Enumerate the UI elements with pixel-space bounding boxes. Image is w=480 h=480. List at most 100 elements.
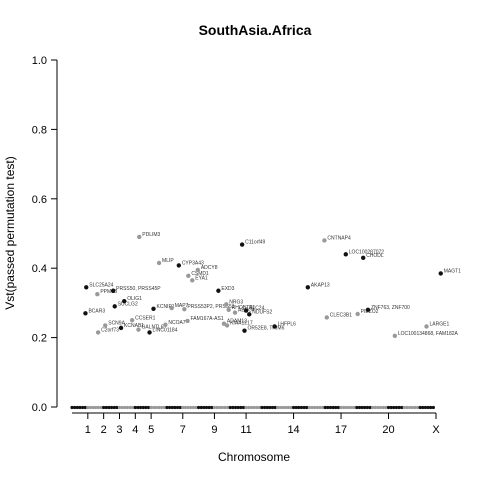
y-axis-label: Vst(passed permutation test) [3, 156, 17, 309]
point-label: CSMD1 [191, 271, 209, 277]
baseline-point [252, 405, 256, 410]
baseline-point [91, 405, 95, 410]
data-point [224, 302, 229, 307]
baseline-point [226, 405, 230, 410]
baseline-point [104, 405, 108, 410]
baseline-point [186, 405, 190, 410]
point-label: LHFPL6 [278, 321, 297, 327]
data-point [424, 324, 429, 329]
baseline-point [355, 405, 359, 410]
point-label: KIAA1217 [230, 320, 253, 326]
baseline-point [215, 405, 219, 410]
data-point [322, 238, 327, 243]
baseline-point [197, 405, 201, 410]
baseline-point [175, 405, 180, 410]
point-label: PPM1B [100, 289, 118, 295]
data-point [239, 242, 245, 247]
x-tick-label: 5 [148, 424, 154, 436]
x-axis-label: Chromosome [218, 450, 290, 464]
point-label: SCN9A [108, 320, 125, 326]
baseline-point [181, 405, 185, 410]
point-label: SLC25A24 [89, 282, 113, 288]
y-tick-label: 0.0 [32, 402, 47, 414]
baseline-point [429, 405, 433, 410]
baseline-point [131, 405, 135, 410]
data-point [242, 328, 247, 333]
data-point [324, 315, 329, 320]
baseline-point [389, 405, 393, 410]
baseline-point [120, 405, 124, 410]
data-point [272, 324, 277, 329]
data-point [365, 307, 371, 313]
baseline-point [204, 405, 209, 410]
baseline-point [328, 405, 333, 410]
point-label: CNTNAP4 [327, 235, 351, 241]
data-point [186, 273, 191, 279]
baseline-point [289, 405, 293, 410]
data-point [110, 288, 116, 293]
baseline-point [107, 405, 111, 410]
baseline-point [125, 405, 129, 410]
baseline-point [352, 405, 356, 410]
baseline-point [394, 405, 399, 410]
y-tick-label: 1.0 [32, 55, 47, 67]
baseline-point [152, 405, 156, 410]
data-point [305, 285, 311, 290]
baseline-point [260, 405, 264, 410]
point-label: MAP7 [175, 303, 189, 309]
baseline-point [426, 405, 430, 410]
x-tick-label: X [432, 424, 440, 436]
x-tick-label: 9 [211, 424, 217, 436]
baseline-point [183, 405, 188, 410]
point-label: BCAR3 [88, 308, 105, 314]
baseline-point [357, 405, 362, 410]
baseline-point [310, 405, 314, 410]
baseline-point [194, 405, 198, 410]
baseline-point [162, 405, 166, 410]
baseline-point [405, 405, 409, 410]
baseline-point [397, 405, 401, 410]
plot-frame [57, 60, 452, 407]
baseline-point [78, 405, 82, 410]
baseline-point [112, 405, 116, 410]
point-label: EXD3 [221, 286, 234, 292]
baseline-point [379, 405, 383, 410]
x-tick-label: 2 [101, 424, 107, 436]
baseline-point [170, 405, 174, 410]
baseline-point [96, 405, 100, 410]
point-label: ADCY8 [201, 265, 218, 271]
x-tick-label: 4 [132, 424, 138, 436]
x-tick-label: 3 [116, 424, 122, 436]
data-point [156, 260, 162, 266]
x-tick-label: 7 [180, 424, 186, 436]
data-point [247, 312, 252, 317]
baseline-point [270, 405, 275, 410]
x-tick-label: 1 [85, 424, 91, 436]
baseline-point [199, 405, 203, 410]
point-label: AKAP13 [311, 282, 330, 288]
point-label: MAGT1 [444, 268, 461, 274]
baseline-point [415, 405, 420, 410]
baseline-point [373, 405, 377, 410]
point-label: KCNIP1 [157, 304, 175, 310]
y-axis: 0.0 0.2 0.4 0.6 0.8 1.0 [32, 55, 58, 414]
point-label: MLIP [162, 258, 174, 264]
baseline-point [344, 405, 348, 410]
baseline-point [144, 405, 148, 410]
baseline-point [307, 405, 311, 410]
baseline-point [241, 405, 246, 410]
baseline-point [381, 405, 385, 410]
baseline-point [320, 405, 325, 410]
baseline-point [149, 405, 153, 410]
baseline-point [165, 405, 169, 410]
baseline-point [349, 405, 354, 410]
baseline-point [99, 405, 103, 410]
baseline-point [368, 405, 372, 410]
baseline-point [268, 405, 272, 410]
baseline-point [376, 405, 380, 410]
baseline-point [278, 405, 282, 410]
baseline-point [88, 405, 93, 410]
point-label: LOC100134868, FAM182A [398, 331, 459, 337]
baseline-point [102, 405, 106, 410]
